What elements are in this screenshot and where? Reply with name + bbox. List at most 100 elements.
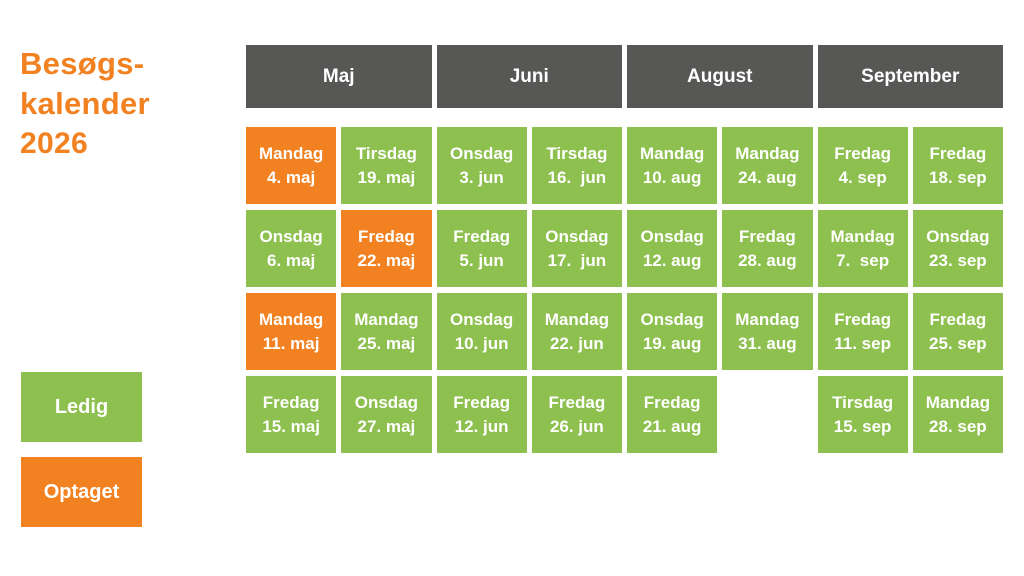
legend-available-swatch: Ledig (21, 372, 142, 442)
calendar-cell[interactable]: Mandag 28. sep (912, 376, 1003, 453)
cell-date-label: 18. sep (929, 167, 987, 187)
calendar-cell[interactable]: Fredag 4. sep (817, 127, 908, 204)
calendar-cell[interactable]: Mandag 31. aug (722, 293, 813, 370)
calendar-cell[interactable]: Tirsdag 15. sep (817, 376, 908, 453)
title-line-1: Besøgs- (20, 46, 145, 81)
cell-date-label: 22. jun (549, 333, 604, 353)
cell-day-label: Fredag (453, 392, 510, 412)
legend-available-label: Ledig (54, 395, 109, 418)
cell-day-label: Tirsdag (355, 143, 417, 163)
cell-day-label: Onsdag (354, 392, 419, 412)
calendar-cell[interactable]: Mandag 10. aug (627, 127, 718, 204)
calendar-cell[interactable]: Fredag 28. aug (722, 210, 813, 287)
calendar-cell[interactable]: Mandag 7. sep (817, 210, 908, 287)
cell-day-label: Fredag (834, 143, 891, 163)
cell-date-label: 11. sep (834, 333, 891, 353)
cell-day-label: Fredag (929, 309, 987, 329)
calendar-cell[interactable]: Onsdag 17. jun (531, 210, 622, 287)
calendar-cell[interactable]: Onsdag 27. maj (341, 376, 432, 453)
cell-day-label: Tirsdag (546, 143, 608, 163)
cell-date-label: 5. jun (459, 250, 504, 270)
title-line-2: kalender (20, 86, 150, 121)
cell-date-label: 27. maj (357, 416, 416, 436)
cell-date-label: 4. maj (267, 167, 316, 187)
legend-occupied-label: Optaget (43, 480, 120, 503)
cell-day-label: Fredag (358, 226, 415, 246)
cell-date-label: 12. jun (454, 416, 509, 436)
cell-day-label: Mandag (640, 143, 705, 163)
cell-day-label: Mandag (735, 309, 800, 329)
cell-date-label: 31. aug (738, 333, 797, 353)
month-header-august: August (627, 45, 813, 108)
cell-day-label: Onsdag (449, 309, 514, 329)
month-header-juni: Juni (436, 45, 622, 108)
calendar-cell[interactable]: Mandag 11. maj (246, 293, 337, 370)
cell-date-label: 23. sep (929, 250, 987, 270)
cell-day-label: Mandag (354, 309, 419, 329)
cell-date-label: 17. jun (547, 250, 607, 270)
calendar-cell[interactable]: Fredag 21. aug (627, 376, 718, 453)
calendar-cell[interactable]: Mandag 22. jun (531, 293, 622, 370)
calendar-cell[interactable]: Onsdag 19. aug (627, 293, 718, 370)
cell-day-label: Mandag (259, 309, 324, 329)
calendar-cell[interactable]: Fredag 15. maj (246, 376, 337, 453)
cell-date-label: 28. sep (929, 416, 987, 436)
legend: Ledig Optaget (21, 372, 142, 527)
calendar-grid: Mandag 4. maj Tirsdag 19. maj Onsdag 3. jun Ti… (246, 127, 1003, 453)
cell-date-label: 7. sep (836, 250, 890, 270)
calendar-cell[interactable]: Fredag 18. sep (912, 127, 1003, 204)
cell-day-label: Fredag (262, 392, 320, 412)
calendar-cell[interactable]: Mandag 24. aug (722, 127, 813, 204)
cell-day-label: Onsdag (449, 143, 514, 163)
title-year: 2026 (20, 127, 88, 160)
cell-date-label: 15. maj (262, 416, 320, 436)
calendar-cell[interactable]: Tirsdag 16. jun (531, 127, 622, 204)
cell-day-label: Fredag (834, 309, 891, 329)
cell-day-label: Onsdag (640, 226, 704, 246)
cell-day-label: Fredag (929, 143, 987, 163)
legend-occupied-swatch: Optaget (21, 457, 142, 527)
cell-day-label: Mandag (544, 309, 609, 329)
cell-date-label: 22. maj (357, 250, 416, 270)
calendar-cell[interactable]: Fredag 11. sep (817, 293, 908, 370)
cell-day-label: Fredag (453, 226, 510, 246)
cell-date-label: 10. aug (642, 167, 702, 187)
cell-day-label: Onsdag (926, 226, 990, 246)
month-header-september: September (817, 45, 1003, 108)
cell-date-label: 28. aug (738, 250, 797, 270)
calendar-cell[interactable]: Onsdag 6. maj (246, 210, 337, 287)
calendar-cell[interactable]: Fredag 25. sep (912, 293, 1003, 370)
calendar-cell[interactable]: Tirsdag 19. maj (341, 127, 432, 204)
cell-date-label: 24. aug (738, 167, 797, 187)
calendar-cell[interactable]: Fredag 26. jun (531, 376, 622, 453)
cell-day-label: Tirsdag (832, 392, 894, 412)
cell-date-label: 19. aug (642, 333, 702, 353)
page-title: Besøgs- kalender 2026 (20, 44, 150, 164)
cell-day-label: Fredag (548, 392, 606, 412)
cell-date-label: 6. maj (267, 250, 316, 270)
calendar-cell[interactable]: Mandag 4. maj (246, 127, 337, 204)
cell-date-label: 15. sep (833, 416, 892, 436)
calendar-cell[interactable]: Fredag 5. jun (436, 210, 527, 287)
cell-date-label: 11. maj (262, 333, 320, 353)
cell-date-label: 4. sep (838, 167, 887, 187)
cell-date-label: 21. aug (642, 416, 702, 436)
calendar-cell[interactable]: Onsdag 12. aug (627, 210, 718, 287)
calendar-cell[interactable]: Onsdag 10. jun (436, 293, 527, 370)
cell-date-label: 12. aug (642, 250, 702, 270)
cell-day-label: Mandag (925, 392, 990, 412)
calendar-cell[interactable]: Mandag 25. maj (341, 293, 432, 370)
cell-day-label: Fredag (739, 226, 796, 246)
cell-date-label: 19. maj (357, 167, 416, 187)
calendar-cell[interactable]: Onsdag 23. sep (912, 210, 1003, 287)
cell-date-label: 26. jun (549, 416, 604, 436)
cell-day-label: Onsdag (545, 226, 609, 246)
cell-date-label: 16. jun (547, 167, 607, 187)
month-header-row: Maj Juni August September (246, 45, 1003, 108)
empty-slot (722, 376, 812, 453)
cell-date-label: 10. jun (454, 333, 509, 353)
calendar-cell[interactable]: Onsdag 3. jun (436, 127, 527, 204)
calendar-cell[interactable]: Fredag 12. jun (436, 376, 527, 453)
calendar-cell[interactable]: Fredag 22. maj (341, 210, 432, 287)
